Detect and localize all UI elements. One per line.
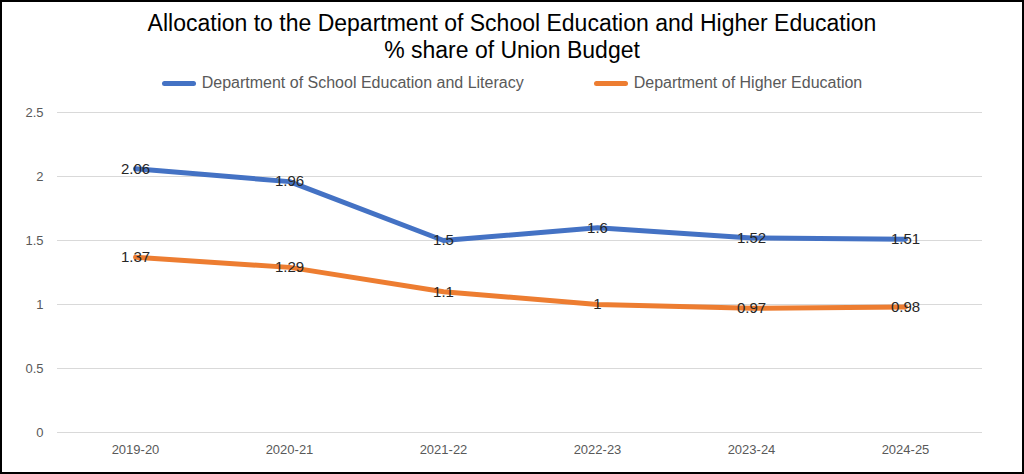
svg-text:2: 2 — [36, 169, 43, 184]
html-text:Allocation to the Department o: Allocation to the Department of School E… — [147, 10, 877, 36]
svg-text:1: 1 — [593, 295, 601, 312]
svg-text:2023-24: 2023-24 — [728, 442, 776, 457]
html-text:% share of Union Budget: % share of Union Budget — [384, 37, 640, 63]
svg-text:2020-21: 2020-21 — [266, 442, 314, 457]
svg-text:0.97: 0.97 — [737, 299, 766, 316]
svg-text:1.52: 1.52 — [737, 229, 766, 246]
svg-text:1.29: 1.29 — [275, 258, 304, 275]
svg-text:1: 1 — [36, 297, 43, 312]
svg-text:2019-20: 2019-20 — [112, 442, 160, 457]
html-text:Department of Higher Education: Department of Higher Education — [633, 74, 863, 91]
html-text:Department of School Education: Department of School Education and Liter… — [201, 74, 524, 91]
svg-text:0.5: 0.5 — [25, 361, 43, 376]
svg-text:1.37: 1.37 — [121, 248, 150, 265]
svg-text:2024-25: 2024-25 — [882, 442, 930, 457]
svg-text:1.96: 1.96 — [275, 172, 304, 189]
svg-text:0: 0 — [36, 425, 43, 440]
svg-text:2022-23: 2022-23 — [574, 442, 622, 457]
svg-text:2.06: 2.06 — [121, 160, 150, 177]
svg-text:2.5: 2.5 — [25, 105, 43, 120]
svg-text:1.51: 1.51 — [891, 230, 920, 247]
svg-text:1.5: 1.5 — [25, 233, 43, 248]
svg-text:0.98: 0.98 — [891, 298, 920, 315]
svg-text:1.1: 1.1 — [433, 283, 454, 300]
svg-text:1.5: 1.5 — [433, 231, 454, 248]
svg-text:2021-22: 2021-22 — [420, 442, 468, 457]
svg-text:1.6: 1.6 — [587, 219, 608, 236]
